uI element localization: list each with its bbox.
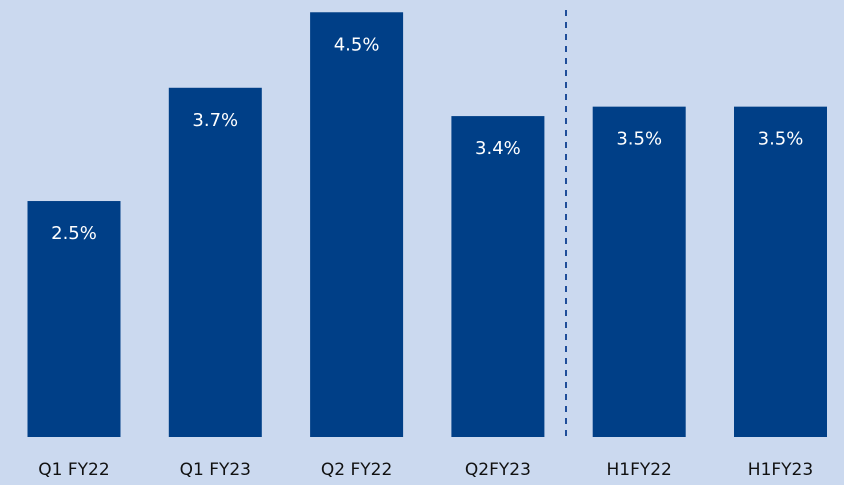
x-tick-label: H1FY22 — [606, 460, 671, 480]
value-label: 4.5% — [334, 34, 380, 55]
x-tick-label: Q2 FY22 — [321, 460, 392, 480]
x-tick-label: Q1 FY23 — [180, 460, 251, 480]
value-label: 3.5% — [758, 129, 804, 150]
value-label: 3.4% — [475, 138, 521, 159]
x-tick-label: H1FY23 — [748, 460, 813, 480]
value-label: 2.5% — [51, 223, 97, 244]
bar — [451, 116, 545, 438]
value-label: 3.5% — [616, 129, 662, 150]
value-label: 3.7% — [192, 110, 238, 131]
bar — [310, 12, 404, 437]
bar — [168, 87, 262, 438]
bar — [734, 106, 827, 438]
bar — [592, 106, 686, 438]
x-tick-label: Q2FY23 — [465, 460, 531, 480]
bar — [27, 201, 121, 437]
x-tick-label: Q1 FY22 — [38, 460, 109, 480]
